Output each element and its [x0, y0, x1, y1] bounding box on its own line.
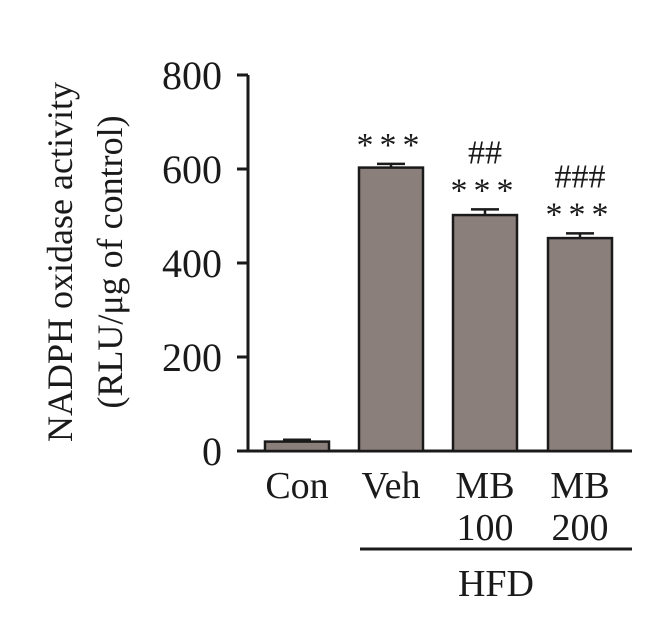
- significance-stars: ***: [357, 127, 426, 164]
- y-tick-label: 600: [162, 147, 222, 192]
- y-tick-label: 400: [162, 241, 222, 286]
- y-tick-label: 0: [202, 429, 222, 474]
- x-tick-label: MB: [455, 465, 514, 507]
- bar: [451, 213, 519, 453]
- bar: [546, 236, 614, 453]
- y-axis-title-line1: NADPH oxidase activity: [40, 82, 80, 442]
- significance-hashes: ##: [468, 134, 502, 171]
- y-tick-label: 200: [162, 335, 222, 380]
- group-label: HFD: [458, 563, 534, 605]
- x-tick-label-line2: 200: [552, 507, 609, 549]
- x-tick-label: Veh: [361, 465, 420, 507]
- x-tick-label: Con: [265, 465, 328, 507]
- significance-stars: ***: [546, 196, 615, 233]
- x-tick-label-line2: 100: [457, 507, 514, 549]
- significance-annotations: ******##***###: [357, 127, 615, 234]
- x-tick-label: MB: [550, 465, 609, 507]
- bar: [357, 166, 425, 453]
- y-axis-title-line2: (RLU/μg of control): [90, 115, 130, 408]
- significance-stars: ***: [451, 172, 520, 209]
- bars: [263, 162, 614, 453]
- y-axis-title: NADPH oxidase activity (RLU/μg of contro…: [40, 82, 130, 442]
- bar: [263, 440, 331, 453]
- significance-hashes: ###: [555, 158, 606, 195]
- y-ticks: 0 200 400 600 800: [162, 53, 248, 474]
- y-tick-label: 800: [162, 53, 222, 98]
